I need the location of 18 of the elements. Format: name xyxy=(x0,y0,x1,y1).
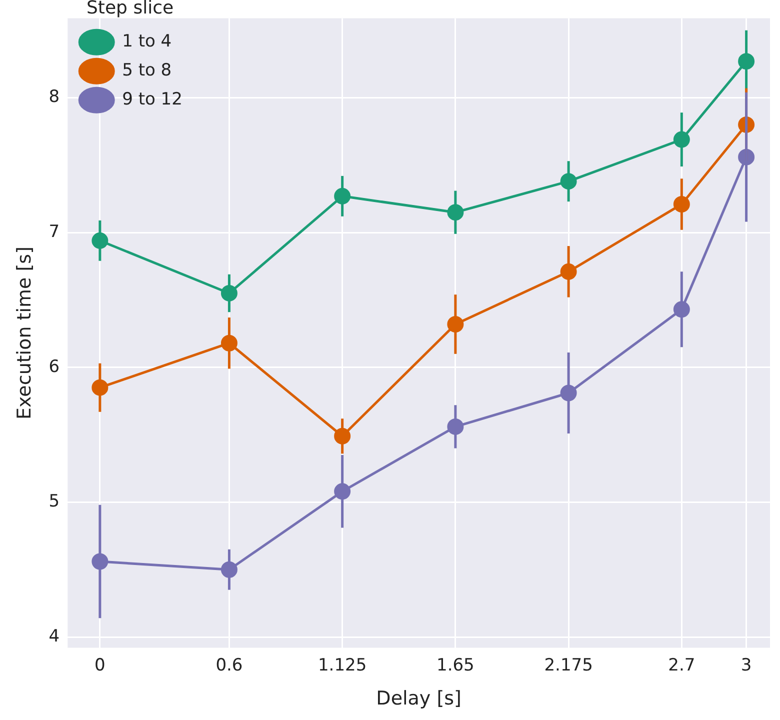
x-tick-label: 3 xyxy=(740,655,752,676)
x-tick-label: 2.7 xyxy=(668,655,696,676)
x-tick-label: 1.65 xyxy=(436,655,474,676)
y-tick-label: 8 xyxy=(48,87,60,108)
legend-label: 9 to 12 xyxy=(122,90,182,110)
legend-label: 5 to 8 xyxy=(122,60,172,81)
y-tick-label: 5 xyxy=(48,492,60,512)
y-tick-label: 4 xyxy=(48,626,60,646)
y-axis-title: Execution time [s] xyxy=(13,246,36,420)
x-axis-title: Delay [s] xyxy=(376,688,462,710)
x-tick-label: 1.125 xyxy=(318,655,367,676)
x-tick-label: 0.6 xyxy=(216,655,243,676)
legend-title: Step slice xyxy=(86,0,174,19)
y-tick-label: 7 xyxy=(48,222,60,242)
x-tick-label: 0 xyxy=(94,655,106,676)
x-tick-label: 2.175 xyxy=(544,655,593,676)
legend-label: 1 to 4 xyxy=(122,32,172,52)
y-tick-label: 6 xyxy=(48,356,60,377)
